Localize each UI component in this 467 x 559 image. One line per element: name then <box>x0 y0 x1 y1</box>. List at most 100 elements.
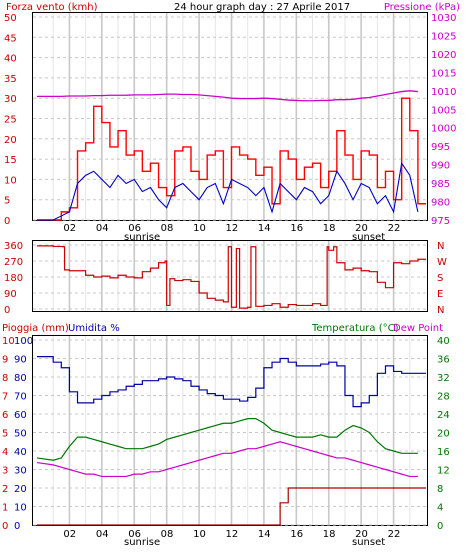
rain-tick-label: 5 <box>2 429 8 440</box>
x-tick-label-top: 12 <box>226 223 239 234</box>
direction-tick-label: 180 <box>4 273 23 284</box>
humidity-tick-label: 60 <box>14 410 27 421</box>
night-band <box>37 241 127 311</box>
pressure-tick-label: 1005 <box>431 105 456 116</box>
pressure-tick-label: 990 <box>431 161 450 172</box>
x-tick-label-bottom: 04 <box>96 529 109 540</box>
x-tick-label-top: 14 <box>258 223 271 234</box>
wind-tick-label: 15 <box>4 155 17 166</box>
direction-tick-label: 360 <box>4 241 23 252</box>
x-tick-label-top: 02 <box>63 223 76 234</box>
night-band <box>37 336 127 525</box>
wind-direction-line <box>37 245 426 309</box>
temperature-tick-label: 28 <box>437 392 450 403</box>
pressure-tick-label: 1015 <box>431 68 456 79</box>
pressure-tick-label: 1000 <box>431 124 456 135</box>
x-tick-label-top: 10 <box>193 223 206 234</box>
pressure-tick-label: 1030 <box>431 13 456 24</box>
rain-tick-label: 1 <box>2 503 8 514</box>
pressure-tick-label: 985 <box>431 179 450 190</box>
x-tick-label-bottom: 02 <box>63 529 76 540</box>
x-tick-label-bottom: 08 <box>161 529 174 540</box>
sunrise-label-top: sunrise <box>124 232 160 243</box>
pressure-line <box>37 90 418 102</box>
direction-tick-label: 90 <box>4 289 17 300</box>
rain-tick-label: 6 <box>2 410 8 421</box>
wind-tick-label: 0 <box>4 216 10 227</box>
compass-label: N <box>437 305 444 316</box>
temperature-line <box>36 418 418 461</box>
wind-gust-line <box>37 97 426 221</box>
wind-axis-label: Forza vento (kmh) <box>6 2 98 13</box>
night-band <box>37 13 127 220</box>
rain-tick-label: 7 <box>2 392 8 403</box>
humidity-tick-label: 10 <box>14 503 27 514</box>
wind-tick-label: 5 <box>4 196 10 207</box>
direction-tick-label: 270 <box>4 257 23 268</box>
sunrise-label-bottom: sunrise <box>124 537 160 548</box>
compass-label: N <box>437 241 444 252</box>
wind-tick-label: 35 <box>4 74 17 85</box>
temperature-tick-label: 20 <box>437 429 450 440</box>
pressure-tick-label: 995 <box>431 142 450 153</box>
pressure-tick-label: 1010 <box>431 87 456 98</box>
chart-title: 24 hour graph day : 27 Aprile 2017 <box>174 2 350 13</box>
temperature-tick-label: 8 <box>437 484 443 495</box>
wind-tick-label: 20 <box>4 135 17 146</box>
humidity-tick-label: 90 <box>14 355 27 366</box>
sun-bands <box>37 13 127 525</box>
humidity-tick-label: 0 <box>14 521 20 532</box>
sunset-label-top: sunset <box>352 232 385 243</box>
pressure-tick-label: 1025 <box>431 31 456 42</box>
x-tick-label-top: 20 <box>355 223 368 234</box>
humidity-tick-label: 100 <box>14 336 33 347</box>
data-series <box>36 90 426 526</box>
rain-tick-label: 8 <box>2 373 8 384</box>
x-tick-label-top: 06 <box>128 223 141 234</box>
temperature-tick-label: 0 <box>437 521 443 532</box>
pressure-tick-label: 1020 <box>431 50 456 61</box>
rain-tick-label: 2 <box>2 484 8 495</box>
dewpoint-line <box>36 441 418 478</box>
x-tick-label-top: 08 <box>161 223 174 234</box>
wind-tick-label: 50 <box>4 13 17 24</box>
wind-tick-label: 25 <box>4 115 17 126</box>
temperature-tick-label: 4 <box>437 503 443 514</box>
pressure-tick-label: 975 <box>431 216 450 227</box>
rain-tick-label: 10 <box>2 336 15 347</box>
x-tick-label-top: 16 <box>290 223 303 234</box>
compass-label: S <box>437 273 443 284</box>
compass-label: E <box>437 289 443 300</box>
temperature-tick-label: 36 <box>437 355 450 366</box>
rain-tick-label: 4 <box>2 447 8 458</box>
x-tick-label-bottom: 12 <box>226 529 239 540</box>
humidity-tick-label: 80 <box>14 373 27 384</box>
x-tick-label-bottom: 14 <box>258 529 271 540</box>
humidity-line <box>37 356 426 408</box>
compass-label: W <box>437 257 447 268</box>
x-tick-label-top: 04 <box>96 223 109 234</box>
rain-tick-label: 0 <box>2 521 8 532</box>
wind-tick-label: 10 <box>4 175 17 186</box>
rain-axis-label: Pioggia (mm) <box>2 323 69 334</box>
humidity-tick-label: 30 <box>14 466 27 477</box>
x-tick-label-bottom: 16 <box>290 529 303 540</box>
temperature-tick-label: 40 <box>437 336 450 347</box>
temperature-tick-label: 16 <box>437 447 450 458</box>
tick-labels: 0510152025303540455097598098599099510001… <box>2 13 456 540</box>
pressure-axis-label: Pressione (kPa) <box>384 2 460 13</box>
x-tick-label-top: 22 <box>388 223 401 234</box>
rain-tick-label: 9 <box>2 355 8 366</box>
humidity-tick-label: 40 <box>14 447 27 458</box>
x-tick-label-bottom: 06 <box>128 529 141 540</box>
wind-tick-label: 30 <box>4 94 17 105</box>
x-tick-label-bottom: 20 <box>355 529 368 540</box>
rain-line <box>37 487 426 526</box>
x-tick-label-bottom: 10 <box>193 529 206 540</box>
humidity-axis-label: Umidita % <box>68 323 120 334</box>
wind-avg-line <box>37 161 419 221</box>
humidity-tick-label: 50 <box>14 429 27 440</box>
temperature-tick-label: 24 <box>437 410 450 421</box>
